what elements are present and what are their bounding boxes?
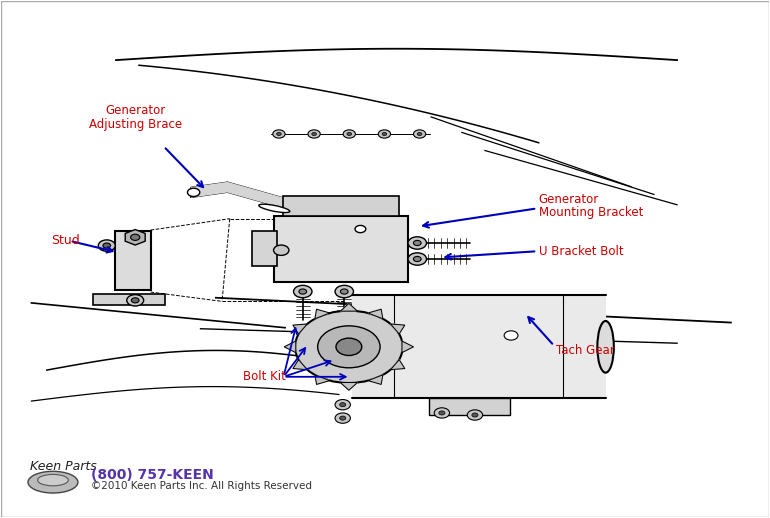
Polygon shape <box>368 375 383 384</box>
Text: Bolt Kit: Bolt Kit <box>243 370 286 383</box>
Circle shape <box>99 240 116 251</box>
Circle shape <box>308 130 320 138</box>
Bar <box>283 196 399 216</box>
Text: Tach Gear: Tach Gear <box>556 344 614 357</box>
Ellipse shape <box>38 474 69 486</box>
Bar <box>252 231 276 266</box>
Ellipse shape <box>259 204 290 212</box>
Circle shape <box>335 285 353 298</box>
Circle shape <box>472 413 478 417</box>
Circle shape <box>132 298 139 303</box>
Circle shape <box>382 133 387 136</box>
Text: Generator: Generator <box>105 104 166 117</box>
Circle shape <box>336 338 362 355</box>
Text: Generator: Generator <box>539 193 599 206</box>
Polygon shape <box>368 309 383 319</box>
Circle shape <box>434 408 450 418</box>
Circle shape <box>276 133 281 136</box>
Circle shape <box>295 311 403 383</box>
Ellipse shape <box>28 471 78 493</box>
Text: U Bracket Bolt: U Bracket Bolt <box>539 244 624 258</box>
Ellipse shape <box>598 321 614 372</box>
Polygon shape <box>315 375 330 384</box>
Circle shape <box>273 245 289 255</box>
Text: (800) 757-KEEN: (800) 757-KEEN <box>92 468 214 482</box>
Circle shape <box>318 326 380 368</box>
Circle shape <box>312 133 316 136</box>
Circle shape <box>340 289 348 294</box>
Text: Stud: Stud <box>51 235 79 248</box>
Bar <box>93 294 166 306</box>
Circle shape <box>293 285 312 298</box>
Circle shape <box>413 130 426 138</box>
Circle shape <box>127 295 144 306</box>
Text: Keen Parts: Keen Parts <box>30 460 97 473</box>
Circle shape <box>340 402 346 407</box>
Circle shape <box>335 413 350 423</box>
Bar <box>352 295 605 398</box>
Polygon shape <box>340 304 357 311</box>
Circle shape <box>408 253 427 265</box>
Polygon shape <box>191 182 362 234</box>
Circle shape <box>103 243 111 248</box>
Circle shape <box>467 410 483 420</box>
Circle shape <box>299 289 306 294</box>
Polygon shape <box>340 382 357 390</box>
Text: Adjusting Brace: Adjusting Brace <box>89 118 182 131</box>
Circle shape <box>343 130 356 138</box>
Polygon shape <box>293 359 307 370</box>
Polygon shape <box>284 341 296 353</box>
Circle shape <box>413 256 421 262</box>
Text: ©2010 Keen Parts Inc. All Rights Reserved: ©2010 Keen Parts Inc. All Rights Reserve… <box>92 481 313 491</box>
Polygon shape <box>293 324 307 334</box>
Circle shape <box>417 133 422 136</box>
Ellipse shape <box>343 321 360 372</box>
Circle shape <box>355 225 366 233</box>
Circle shape <box>335 399 350 410</box>
Circle shape <box>378 130 390 138</box>
Polygon shape <box>390 324 405 334</box>
Polygon shape <box>315 309 330 319</box>
Bar <box>429 398 510 415</box>
Circle shape <box>273 130 285 138</box>
Circle shape <box>408 237 427 249</box>
Text: Mounting Bracket: Mounting Bracket <box>539 206 643 219</box>
Bar <box>273 216 408 282</box>
Circle shape <box>187 188 199 196</box>
Polygon shape <box>390 359 405 370</box>
Bar <box>116 231 151 290</box>
Circle shape <box>413 240 421 246</box>
Circle shape <box>439 411 445 415</box>
Circle shape <box>347 133 352 136</box>
Polygon shape <box>402 341 413 353</box>
Circle shape <box>131 234 140 240</box>
Circle shape <box>340 416 346 420</box>
Circle shape <box>504 331 518 340</box>
